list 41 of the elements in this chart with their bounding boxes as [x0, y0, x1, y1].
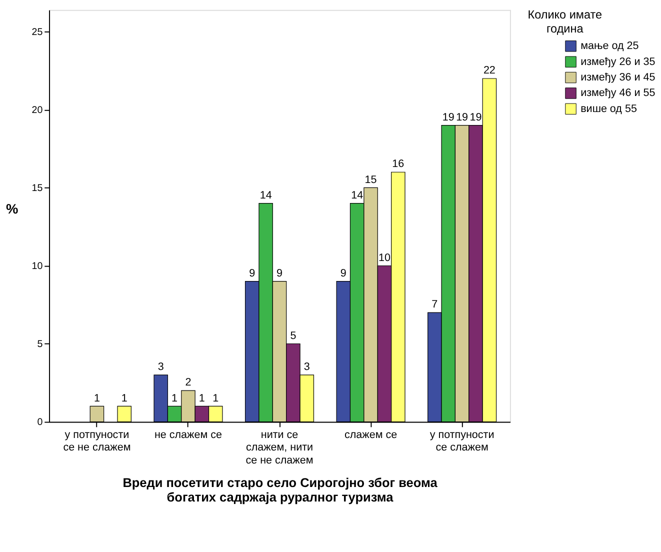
legend-title: Колико имате година [528, 8, 603, 36]
data-label: 14 [351, 189, 364, 202]
x-tick-label: у потпуности се не слажем [63, 428, 131, 454]
data-label: 16 [392, 158, 404, 170]
y-tick-label: 0 [37, 417, 44, 428]
data-label: 1 [212, 392, 219, 404]
data-label: 9 [340, 267, 346, 280]
data-label: 5 [290, 330, 296, 342]
data-label: 7 [432, 298, 438, 311]
data-label: 3 [158, 361, 164, 374]
x-tick-label: слажем се [344, 428, 398, 441]
data-label: 9 [249, 267, 256, 280]
x-tick-label: не слажем се [154, 428, 222, 441]
y-tick-label: 20 [32, 105, 44, 116]
legend-label: између 36 и 45 [580, 71, 656, 84]
data-label: 14 [260, 189, 272, 202]
y-tick-label: 10 [32, 261, 44, 272]
legend-label: мање од 25 [580, 40, 639, 52]
data-label: 1 [172, 392, 178, 404]
data-label: 1 [121, 392, 128, 404]
data-label: 1 [198, 392, 205, 404]
legend-label: између 46 и 55 [580, 87, 656, 100]
data-label: 15 [364, 174, 377, 186]
data-label: 19 [442, 111, 454, 124]
x-tick-label: у потпуности се слажем [430, 428, 494, 454]
legend-label: више од 55 [580, 102, 637, 115]
data-label: 19 [470, 111, 482, 124]
data-label: 1 [94, 392, 100, 404]
data-label: 3 [304, 361, 310, 374]
x-tick-label: нити се слажем, нити се не слажем [246, 428, 314, 466]
data-label: 22 [483, 64, 496, 77]
data-label: 10 [378, 252, 390, 264]
y-axis-title: % [6, 201, 18, 216]
y-tick-label: 5 [37, 339, 44, 350]
data-label: 9 [276, 267, 283, 280]
x-axis-title: Вреди посетити старо село Сирогојно због веома богатих садржаја руралног туризма [122, 474, 438, 505]
legend-label: између 26 и 35 [580, 56, 656, 68]
data-label: 2 [185, 376, 192, 389]
y-tick-label: 25 [32, 27, 44, 38]
data-label: 19 [456, 111, 468, 124]
y-tick-label: 15 [32, 183, 44, 194]
